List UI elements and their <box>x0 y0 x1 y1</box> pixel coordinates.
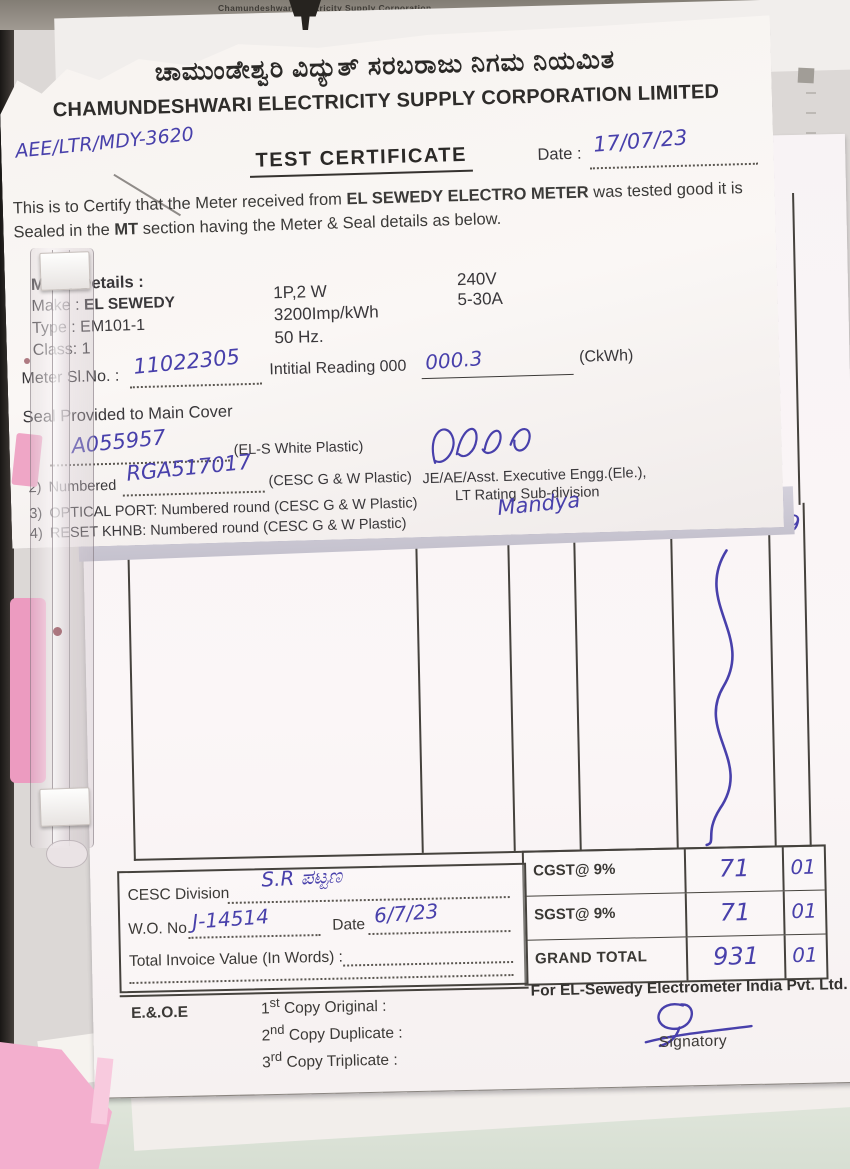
binding-strip-end <box>46 840 88 868</box>
copies-list: 1st Copy Original : 2nd Copy Duplicate :… <box>261 989 404 1073</box>
copy-suffix: nd <box>269 1021 285 1038</box>
wo-date-value-handwritten: 6/7/23 <box>373 898 440 928</box>
grand-total-label: GRAND TOTAL <box>534 948 648 968</box>
tax-summary-table: CGST@ 9% 71 01 SGST@ 9% 71 01 GRAND TOTA… <box>521 844 829 986</box>
initial-reading-label: Intitial Reading 000 <box>269 357 407 379</box>
sgst-label: SGST@ 9% <box>533 904 616 924</box>
rating-line: 5-30A <box>457 288 504 310</box>
invoice-table-body: 01 788 99 <box>126 502 812 861</box>
certificate-body-text: This is to Certify that the Meter receiv… <box>12 175 768 245</box>
body-text: section having the Meter & Seal details … <box>137 210 502 239</box>
section-name: MT <box>114 220 139 240</box>
table-right-border <box>792 192 801 505</box>
dotted-line <box>590 162 758 170</box>
copy-text: Copy Duplicate : <box>284 1024 403 1045</box>
binding-clip-bottom <box>39 787 91 827</box>
certificate-title: TEST CERTIFICATE <box>249 144 473 178</box>
dotted-line <box>227 895 510 904</box>
test-certificate-sheet: ಚಾಮುಂಡೇಶ್ವರಿ ವಿದ್ಯುತ್ ಸರಬರಾಜು ನಿಗಮ ನಿಯಮಿ… <box>0 15 784 548</box>
cesc-division-value-handwritten: S.R ಪಟ್ಟಣ <box>260 863 343 892</box>
table-column-line <box>414 510 424 853</box>
signatory-signature <box>644 1003 753 1048</box>
reading-unit: (CkWh) <box>578 347 634 366</box>
total-words-label: Total Invoice Value (In Words) : <box>128 948 344 971</box>
table-column-line <box>669 505 679 848</box>
copy-text: Copy Original : <box>279 997 387 1018</box>
copy-line-1: 1st Copy Original : <box>261 989 403 1019</box>
serial-value-handwritten: 11022305 <box>132 344 241 379</box>
pen-squiggle <box>705 549 734 847</box>
copy-text: Copy Triplicate : <box>282 1051 398 1072</box>
spec-line: 50 Hz. <box>274 326 324 348</box>
invoice-sheet: 01 788 99 CGST@ 9% 71 01 SGST@ 9% 71 01 … <box>75 133 850 1099</box>
date-label: Date : <box>537 144 582 164</box>
copy-line-3: 3rd Copy Triplicate : <box>262 1044 404 1074</box>
scan-artifact-tick <box>806 112 816 114</box>
spec-line: 3200Imp/kWh <box>273 302 379 325</box>
dotted-line <box>188 933 321 939</box>
ink-dot <box>24 358 30 364</box>
grand-total-paise-handwritten: 01 <box>783 934 825 979</box>
wo-no-label: W.O. No. <box>128 919 192 939</box>
binding-clip-top <box>39 251 91 291</box>
copy-ordinal: 3 <box>261 1054 271 1072</box>
supplier-name: EL SEWEDY ELECTRO METER <box>346 183 589 209</box>
officer-signature <box>424 416 545 473</box>
dotted-line <box>130 382 262 389</box>
reference-number-handwritten: AEE/LTR/MDY-3620 <box>14 123 195 163</box>
sgst-paise-handwritten: 01 <box>782 890 824 935</box>
seal-1-type: (EL-S White Plastic) <box>233 438 364 459</box>
grand-total-row: GRAND TOTAL 931 01 <box>525 933 827 984</box>
sgst-row: SGST@ 9% 71 01 <box>524 889 826 940</box>
spec-line: 1P,2 W <box>272 281 328 303</box>
seal-2-type: (CESC G & W Plastic) <box>268 469 413 490</box>
page-behind-header-text: Chamundeshwari Electricity Supply Corpor… <box>218 3 432 13</box>
initial-reading-handwritten: 000.3 <box>424 346 484 375</box>
wo-date-label: Date <box>332 916 366 934</box>
cgst-amount-handwritten: 71 <box>683 847 783 893</box>
dotted-line <box>129 973 514 985</box>
sgst-amount-handwritten: 71 <box>684 891 784 937</box>
cgst-row: CGST@ 9% 71 01 <box>524 846 825 895</box>
copy-suffix: st <box>269 994 280 1011</box>
copy-ordinal: 2 <box>261 1027 271 1045</box>
copy-ordinal: 1 <box>260 1000 270 1018</box>
date-value-handwritten: 17/07/23 <box>592 125 689 157</box>
dotted-line <box>123 490 265 497</box>
invoice-fields-box: CESC Division S.R ಪಟ್ಟಣ W.O. No. J-14514… <box>117 862 529 994</box>
dotted-line <box>343 960 514 967</box>
cgst-label: CGST@ 9% <box>533 860 616 880</box>
scan-artifact-tick <box>806 92 816 94</box>
rating-line: 240V <box>456 269 497 290</box>
binding-strip-rod <box>52 250 70 846</box>
ink-dot <box>53 627 62 636</box>
copy-line-2: 2nd Copy Duplicate : <box>261 1016 403 1046</box>
seal-2-value-handwritten: RGA517017 <box>125 449 253 486</box>
underline <box>422 373 574 379</box>
grand-total-amount-handwritten: 931 <box>685 935 785 981</box>
table-column-line <box>506 508 516 851</box>
signatory-label: Signatory <box>658 1032 728 1051</box>
make-value: EL SEWEDY <box>83 294 176 314</box>
dotted-line <box>368 929 511 936</box>
table-column-line <box>572 507 582 850</box>
eoe-label: E.&.O.E <box>130 1003 189 1023</box>
wo-no-value-handwritten: J-14514 <box>191 904 270 934</box>
body-text: This is to Certify that the Meter receiv… <box>12 190 347 218</box>
cesc-division-label: CESC Division <box>127 884 230 905</box>
scan-artifact-tick <box>806 132 816 134</box>
cgst-paise-handwritten: 01 <box>781 846 823 891</box>
scan-artifact-square <box>797 67 815 84</box>
copy-suffix: rd <box>270 1049 283 1065</box>
